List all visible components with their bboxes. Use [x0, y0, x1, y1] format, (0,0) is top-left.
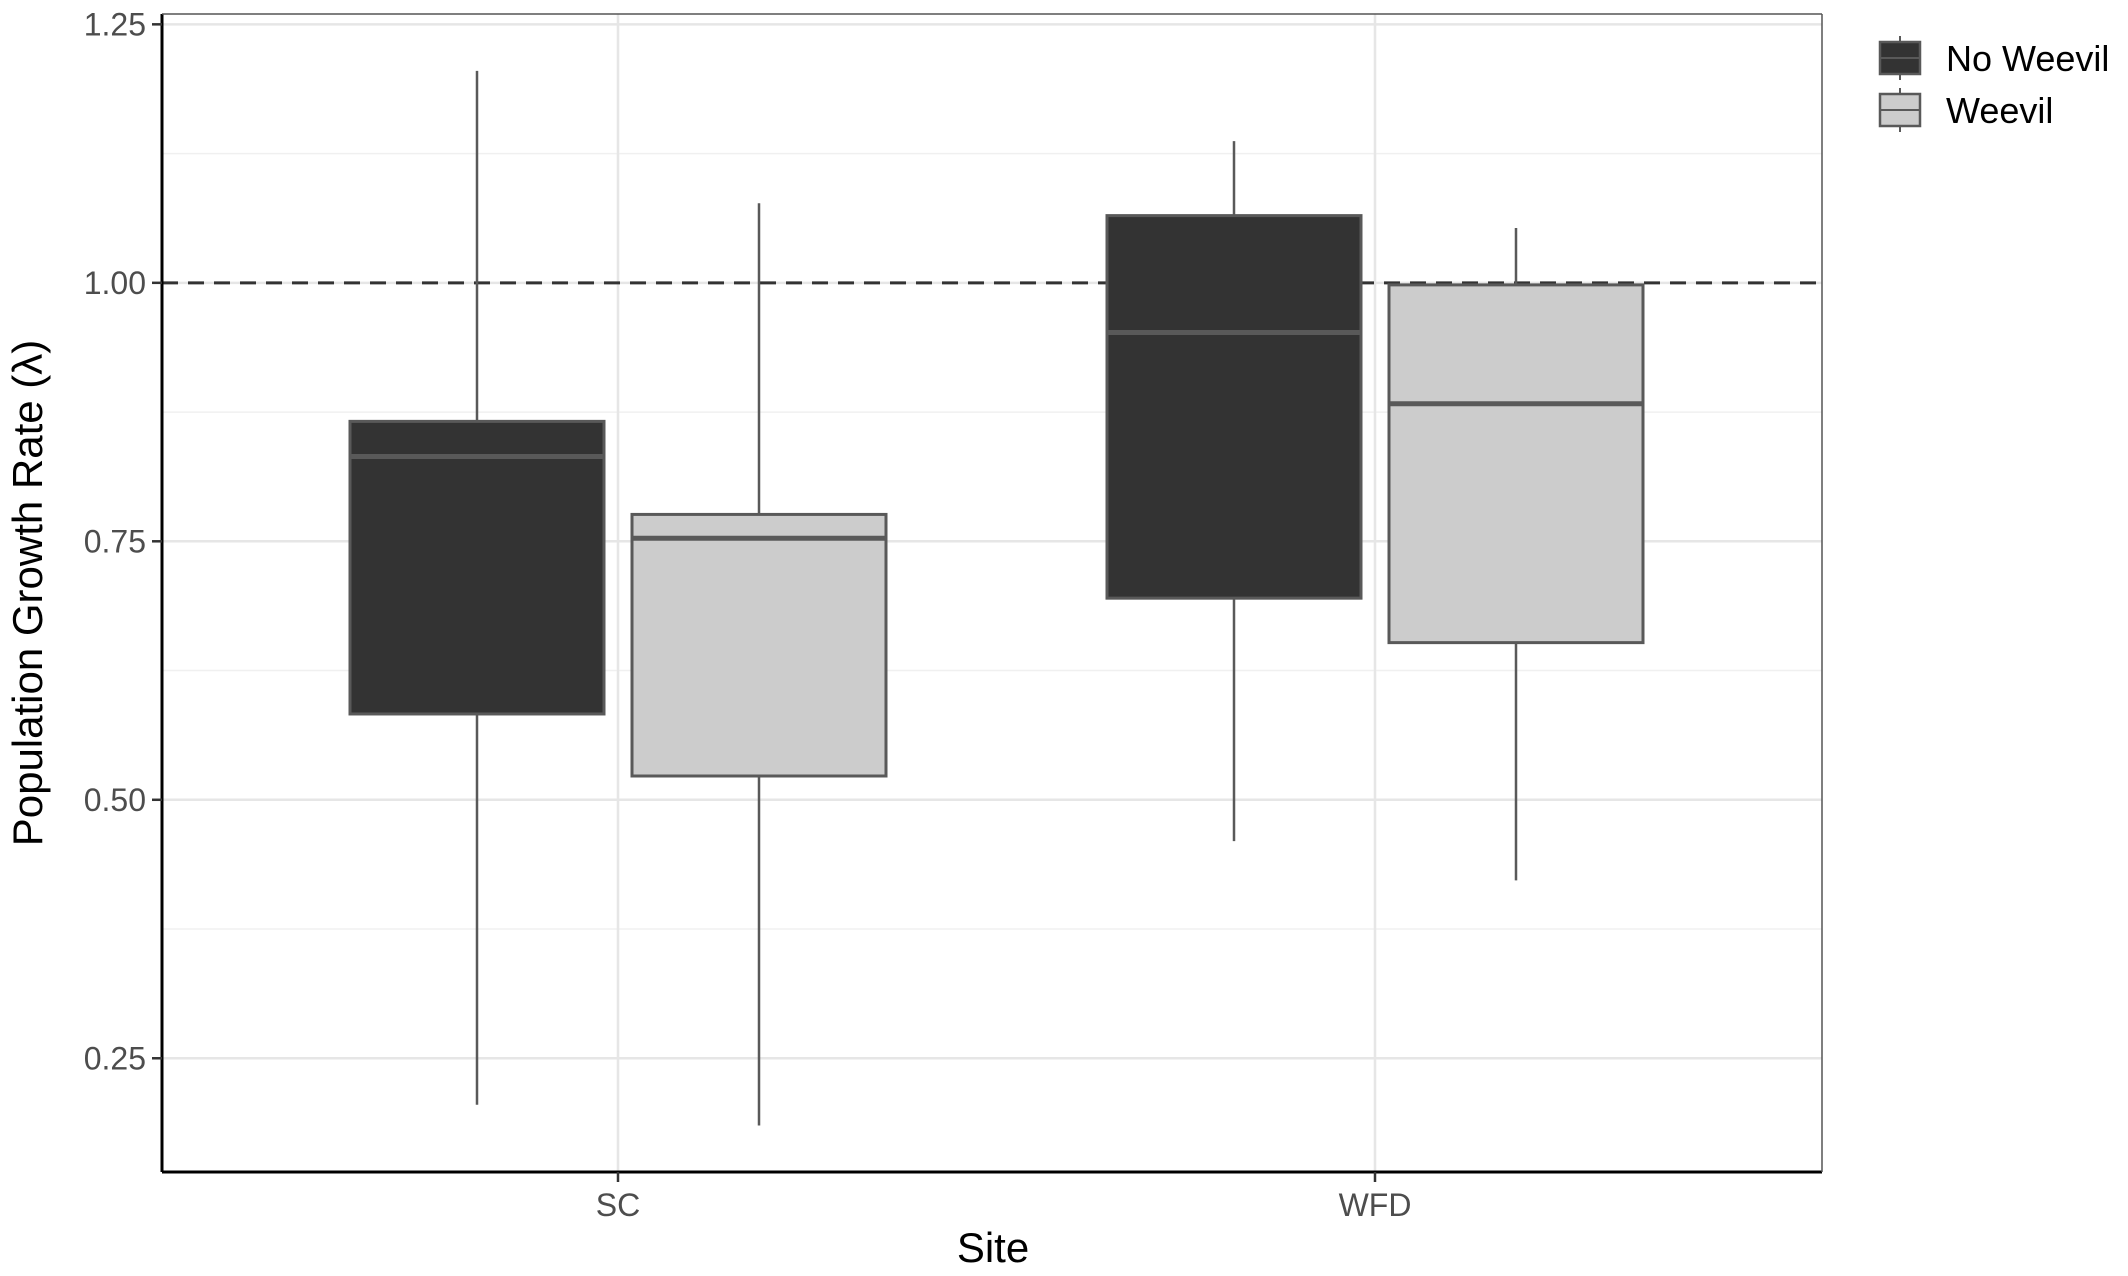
box-weevil-wfd — [1387, 228, 1645, 881]
box-body-weevil-wfd — [1387, 283, 1645, 645]
box-body-weevil-sc — [630, 512, 888, 778]
y-tick-label-2: 0.75 — [84, 523, 146, 559]
x-tick-label-1: WFD — [1339, 1187, 1412, 1223]
y-tick-label-1: 0.50 — [84, 782, 146, 818]
box-no-weevil-sc — [348, 70, 606, 1105]
box-series — [348, 70, 1645, 1126]
box-no-weevil-wfd — [1105, 141, 1363, 842]
legend: No Weevil Weevil — [1878, 36, 2109, 132]
box-weevil-sc — [630, 203, 888, 1126]
legend-item-weevil: Weevil — [1878, 88, 2053, 132]
box-body-no-weevil-wfd — [1105, 214, 1363, 600]
y-tick-label-0: 0.25 — [84, 1040, 146, 1076]
y-tick-label-3: 1.00 — [84, 265, 146, 301]
x-ticks: SC WFD — [596, 1172, 1412, 1223]
legend-label-weevil: Weevil — [1946, 90, 2053, 131]
x-axis-title: Site — [957, 1224, 1029, 1271]
axes — [160, 13, 1823, 1174]
y-ticks: 0.25 0.50 0.75 1.00 1.25 — [84, 6, 162, 1076]
x-tick-label-0: SC — [596, 1187, 640, 1223]
y-axis-title: Population Growth Rate (λ) — [4, 340, 51, 847]
y-tick-label-4: 1.25 — [84, 6, 146, 42]
legend-label-no-weevil: No Weevil — [1946, 38, 2109, 79]
box-body-no-weevil-sc — [348, 419, 606, 716]
legend-item-no-weevil: No Weevil — [1878, 36, 2109, 80]
